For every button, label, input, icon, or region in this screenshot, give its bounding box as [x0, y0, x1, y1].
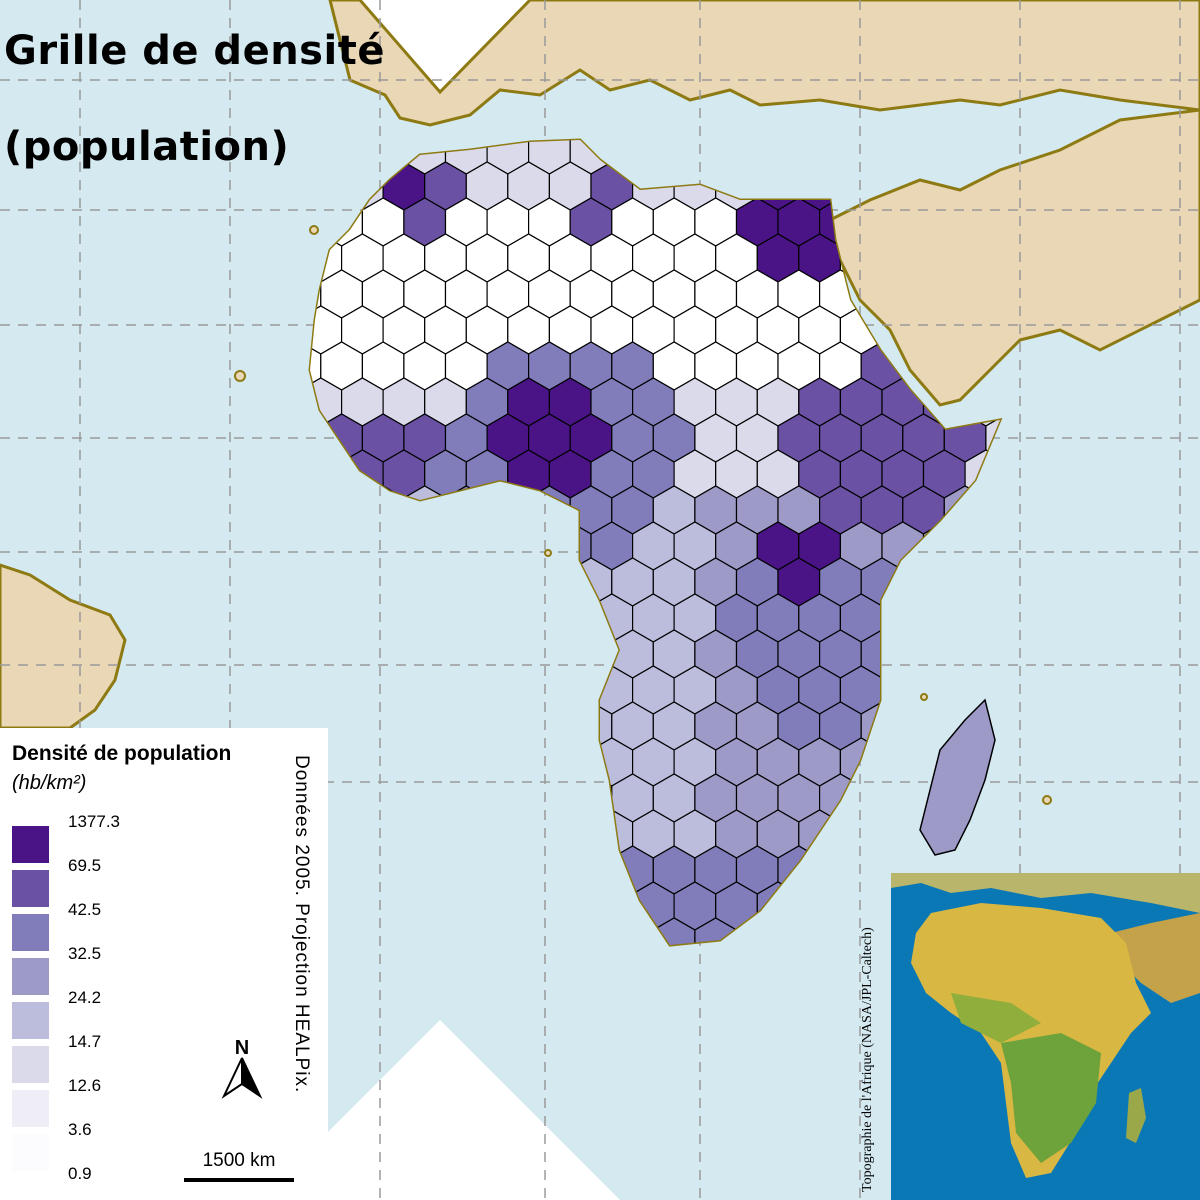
- projection-gap: [260, 1020, 620, 1200]
- europe-land: [328, 0, 1200, 127]
- legend-label: 12.6: [68, 1076, 102, 1095]
- island: [544, 549, 552, 557]
- island: [1042, 795, 1052, 805]
- legend-swatch: [12, 1090, 49, 1127]
- scale-label: 1500 km: [202, 1150, 276, 1171]
- legend-swatch: [12, 914, 49, 951]
- hex-cell[interactable]: [652, 917, 696, 966]
- legend: Densité de population (hb/km²) 1377.3 69…: [0, 728, 328, 1200]
- legend-swatch: [12, 826, 49, 863]
- legend-label: 1377.3: [68, 812, 120, 831]
- legend-unit: (hb/km²): [12, 772, 87, 794]
- projection-gap: [360, 0, 530, 92]
- legend-title: Densité de population: [12, 742, 232, 765]
- island: [309, 225, 319, 235]
- legend-label: 42.5: [68, 900, 102, 919]
- legend-label: 24.2: [68, 988, 102, 1007]
- legend-swatch: [12, 1134, 49, 1171]
- scale-line: [184, 1178, 294, 1182]
- data-credits: Données 2005. Projection HEALPix.: [291, 755, 312, 1094]
- legend-label: 3.6: [68, 1120, 92, 1139]
- legend-label: 14.7: [68, 1032, 102, 1051]
- legend-swatch: [12, 958, 49, 995]
- inset-topography-map[interactable]: [891, 873, 1200, 1200]
- legend-label: 0.9: [68, 1164, 92, 1183]
- madagascar: [919, 698, 996, 856]
- north-label: N: [235, 1037, 249, 1059]
- island: [920, 693, 928, 701]
- map-title-line-1: Grille de densité: [4, 28, 385, 74]
- legend-swatch: [12, 870, 49, 907]
- legend-label: 69.5: [68, 856, 102, 875]
- legend-swatch: [12, 1046, 49, 1083]
- asia-land: [828, 108, 1200, 407]
- inset-credit: Topographie de l'Afrique (NASA/JPL-Calte…: [860, 927, 875, 1192]
- map-title-line-2: (population): [4, 124, 290, 170]
- north-arrow-icon: N: [221, 1037, 263, 1099]
- legend-label: 32.5: [68, 944, 102, 963]
- island: [234, 370, 246, 382]
- scale-bar: 1500 km: [184, 1150, 310, 1190]
- legend-swatch: [12, 1002, 49, 1039]
